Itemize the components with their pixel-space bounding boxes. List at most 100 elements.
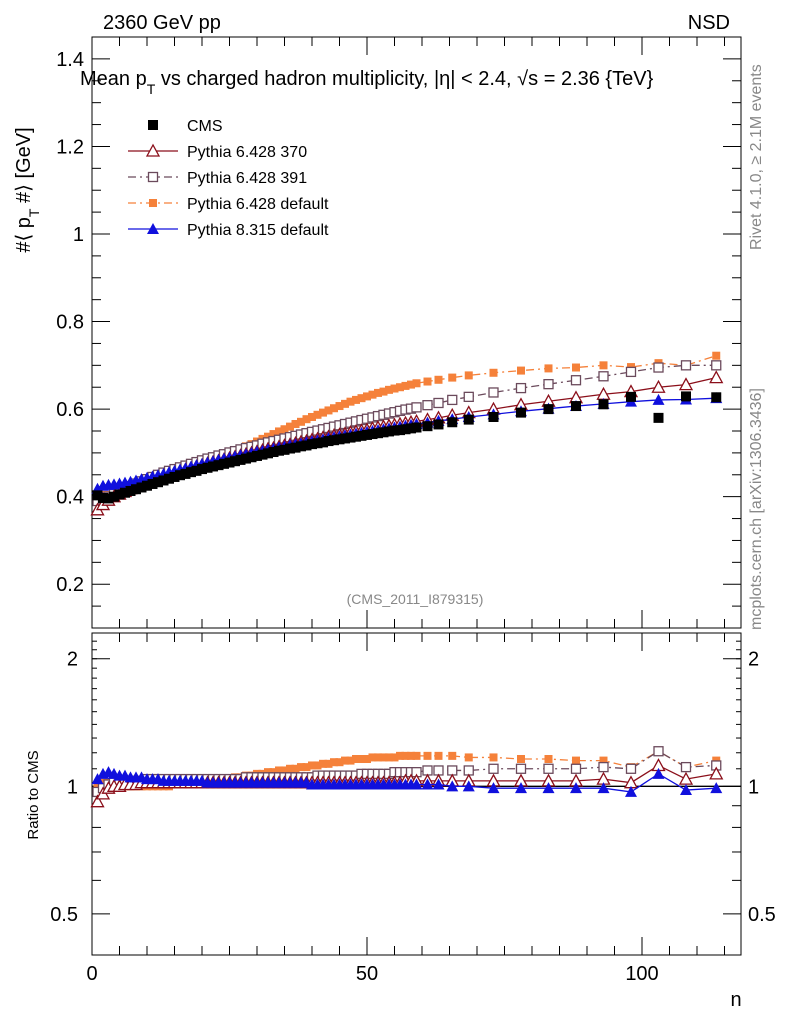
data-point-cms [120, 487, 130, 498]
ratio-point-pydef [280, 766, 289, 775]
data-point-cms [235, 454, 246, 465]
data-point-cms [109, 491, 119, 502]
legend-label-pydef: Pythia 6.428 default [187, 196, 329, 213]
data-point-py391 [680, 360, 692, 371]
series-line-py370 [97, 376, 717, 511]
ratio-point-py391 [598, 761, 609, 773]
data-point-cms [92, 490, 103, 501]
data-point-pydef [390, 384, 399, 393]
data-point-pydef [269, 430, 278, 439]
main-y-label: #⟨ pT #⟩ [GeV] [13, 127, 42, 252]
ratio-point-py8 [432, 778, 445, 790]
data-point-pydef [517, 366, 525, 375]
ratio-point-py8 [652, 767, 665, 779]
data-point-pydef [434, 375, 443, 384]
data-point-cms [711, 392, 722, 403]
ratio-point-py8 [487, 782, 500, 794]
data-point-py391 [598, 371, 609, 382]
data-point-cms [422, 421, 433, 432]
ratio-point-pydef [313, 761, 322, 770]
ratio-point-py391 [570, 763, 582, 774]
y-tick-label: 1.2 [56, 136, 84, 158]
data-point-pydef [308, 412, 316, 421]
data-point-cms [323, 436, 334, 447]
data-point-cms [213, 460, 224, 471]
data-point-cms [411, 422, 422, 433]
data-point-cms [197, 464, 207, 475]
data-point-cms [202, 462, 213, 473]
ratio-point-pydef [341, 756, 349, 765]
data-point-cms [571, 401, 581, 412]
data-point-cms [626, 391, 636, 402]
data-point-pydef [385, 385, 393, 394]
process-label: NSD [688, 12, 730, 34]
data-point-pydef [313, 410, 322, 419]
ratio-point-pydef [517, 755, 525, 764]
data-point-cms [153, 477, 163, 488]
data-point-cms [395, 425, 405, 436]
data-point-cms [329, 435, 339, 446]
legend-item-py370: Pythia 6.428 370 [128, 143, 307, 161]
data-point-py391 [515, 382, 527, 394]
data-point-pydef [368, 390, 377, 399]
title-mid: vs charged hadron multiplicity, [155, 68, 434, 90]
ratio-axis-ticks [91, 633, 741, 956]
legend-marker-cms [148, 120, 158, 130]
data-point-pydef [407, 380, 415, 389]
data-point-pydef [264, 432, 272, 441]
data-point-cms [340, 433, 350, 444]
ratio-point-py8 [710, 782, 723, 794]
y-tick-label: 1 [73, 224, 84, 246]
data-point-cms [114, 489, 125, 500]
ratio-point-pydef [308, 761, 316, 770]
data-point-pydef [341, 399, 349, 408]
x-tick-label: 0 [86, 963, 97, 985]
ratio-point-py370 [90, 794, 105, 808]
ratio-point-pydef [544, 755, 553, 764]
legend-label-py8: Pythia 8.315 default [187, 222, 329, 239]
ratio-point-py391 [653, 746, 664, 757]
data-point-py391 [422, 400, 433, 411]
data-point-pydef [599, 361, 608, 370]
data-point-cms [103, 493, 114, 504]
mcplots-label: mcplots.cern.ch [arXiv:1306.3436] [748, 388, 765, 630]
main-y-tick-labels: 0.2 0.4 0.6 0.8 1 1.2 1.4 [56, 49, 84, 596]
data-point-cms [463, 414, 474, 425]
y-tick-label: 0.8 [56, 312, 84, 334]
legend-marker-py391 [147, 171, 159, 183]
legend-label-cms: CMS [187, 118, 223, 135]
ratio-point-pydef [357, 755, 366, 764]
data-point-pydef [357, 394, 366, 403]
ratio-point-py8 [446, 780, 459, 792]
ratio-y-tick-label-right: 0.5 [748, 904, 776, 926]
ratio-point-py391 [488, 763, 499, 774]
data-point-cms [191, 465, 202, 476]
data-point-cms [230, 456, 240, 467]
data-point-cms [598, 399, 609, 410]
data-point-pydef [572, 363, 580, 372]
ratio-point-pydef [572, 756, 580, 765]
data-point-pydef [423, 377, 432, 386]
data-point-pydef [412, 379, 421, 388]
title-sqrt: √ [517, 68, 528, 90]
ylabel-sub: T [26, 208, 42, 217]
title-sub: T [147, 81, 156, 97]
ratio-point-pydef [599, 756, 608, 765]
main-series-layer [90, 351, 724, 516]
legend-label-py391: Pythia 6.428 391 [187, 170, 307, 187]
data-point-cms [241, 453, 251, 464]
rivet-label: Rivet 4.1.0, ≥ 2.1M events [748, 64, 765, 250]
ratio-point-pydef [335, 758, 344, 767]
data-point-cms [158, 475, 169, 486]
legend-marker-py370 [145, 143, 161, 157]
data-point-pydef [291, 419, 300, 428]
ratio-point-pydef [368, 753, 377, 762]
ratio-point-pydef [352, 755, 360, 764]
data-point-cms [274, 445, 284, 456]
data-point-cms [681, 391, 691, 402]
data-point-py370 [678, 377, 694, 391]
data-point-cms [131, 484, 141, 495]
x-tick-labels: 0 50 100 [86, 963, 658, 985]
legend-marker-pydef [149, 199, 157, 207]
ratio-point-pydef [324, 759, 333, 768]
